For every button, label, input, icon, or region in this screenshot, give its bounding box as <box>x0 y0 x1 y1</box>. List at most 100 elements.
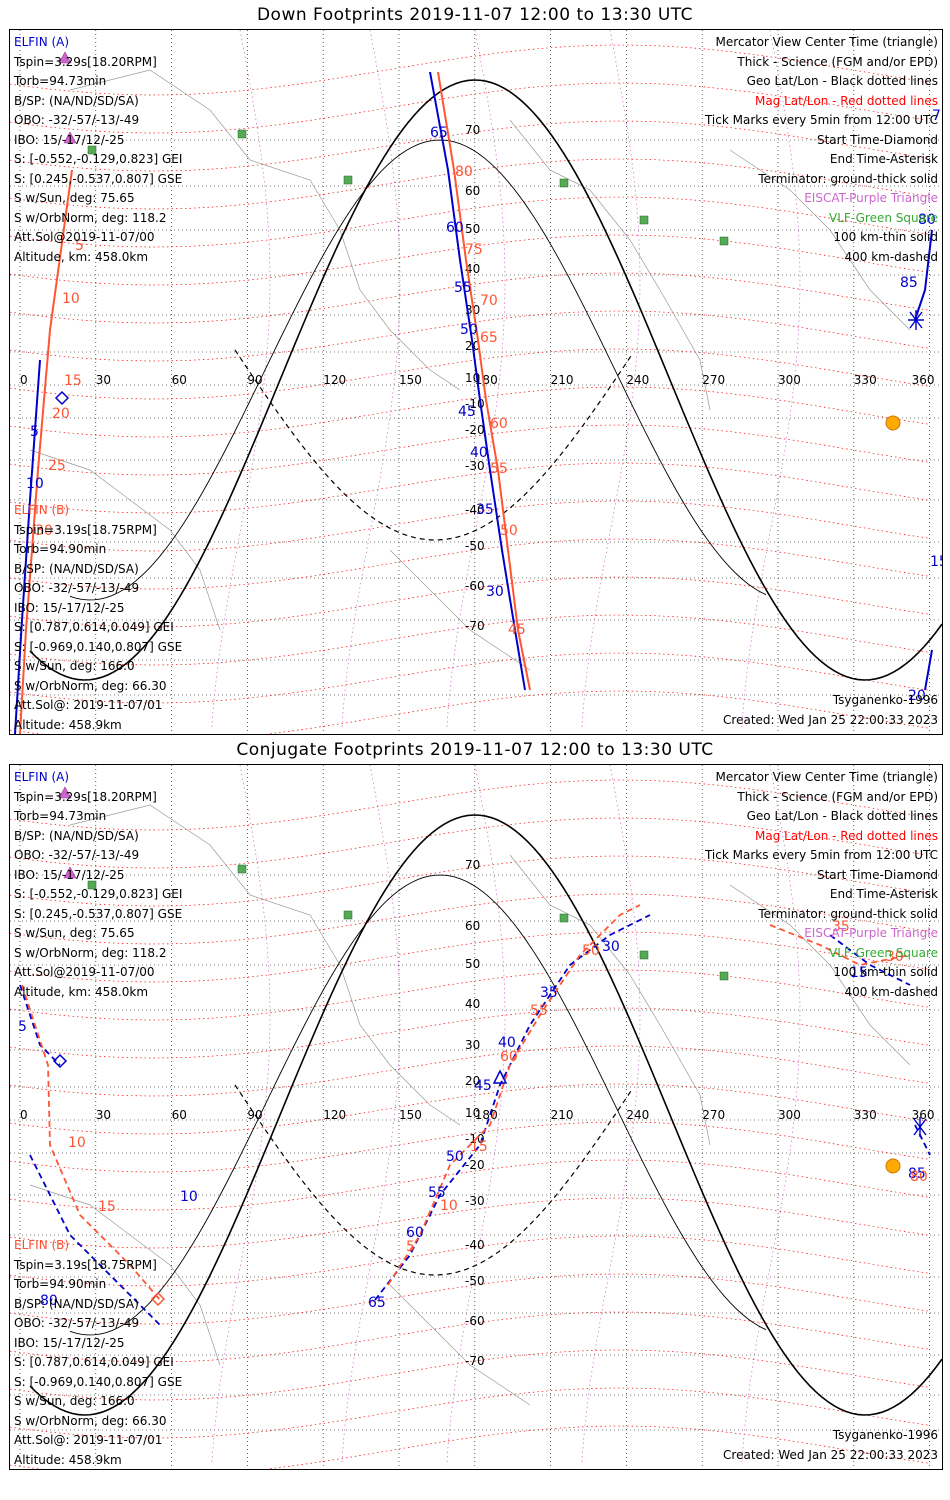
footer-right: Tsyganenko-1996 Created: Wed Jan 25 22:0… <box>723 691 938 730</box>
elfin-a-time-label: 55 <box>454 280 472 296</box>
elfin-a-track <box>19 984 61 1066</box>
lat-tick-label: 70 <box>465 123 480 137</box>
mag-parallel <box>10 1197 931 1249</box>
elfin-b-line: IBO: 15/-17/12/-25 <box>14 600 125 615</box>
lat-tick-label: -40 <box>465 1238 485 1252</box>
legend-item: 400 km-dashed <box>844 984 938 999</box>
legend-item: End Time-Asterisk <box>829 152 938 166</box>
start-diamond <box>150 1291 166 1307</box>
elfin-a-info: ELFIN (A) Tspin=3.29s[18.20RPM] Torb=94.… <box>14 768 182 1002</box>
elfin-a-line: Att.Sol@2019-11-07/00 <box>14 230 155 244</box>
mag-parallel <box>10 1349 931 1401</box>
legend-item: VLF-Green Square <box>829 210 938 225</box>
elfin-a-time-label: 50 <box>446 1149 464 1165</box>
elfin-b-line: Altitude: 458.9km <box>14 1452 122 1467</box>
start-diamond <box>54 390 70 406</box>
elfin-b-time-label: 5 <box>75 238 84 254</box>
legend-item: End Time-Asterisk <box>829 887 938 901</box>
lon-tick-label: 240 <box>626 373 649 387</box>
elfin-b-time-label: 10 <box>440 1198 458 1214</box>
elfin-b-line: S: [-0.969,0.140,0.807] GSE <box>14 639 183 654</box>
legend: Mercator View Center Time (triangle) Thi… <box>705 33 938 267</box>
mag-parallel <box>10 1007 931 1059</box>
elfin-a-info: ELFIN (A) Tspin=3.29s[18.20RPM] Torb=94.… <box>14 33 182 267</box>
lat-tick-label: -20 <box>465 423 485 437</box>
elfin-a-time-label: 45 <box>458 404 476 420</box>
elfin-b-time-label: 35 <box>832 919 850 935</box>
elfin-b-line: S: [0.787,0.614,0.049] GEI <box>14 1355 174 1369</box>
elfin-a-track <box>914 229 933 321</box>
elfin-b-line: Tspin=3.19s[18.75RPM] <box>14 1257 157 1272</box>
legend-item: Start Time-Diamond <box>816 132 938 147</box>
legend-item: Tick Marks every 5min from 12:00 UTC <box>704 848 938 862</box>
vlf-station-square <box>719 971 729 981</box>
mag-meridian <box>741 30 801 731</box>
lat-tick-label: -60 <box>465 1314 485 1328</box>
lon-tick-label: 0 <box>20 1108 28 1122</box>
elfin-a-time-label: 40 <box>470 445 488 461</box>
elfin-b-time-label: 80 <box>455 164 473 180</box>
model-name: Tsyganenko-1996 <box>832 1428 938 1442</box>
elfin-b-line: Tspin=3.19s[18.75RPM] <box>14 522 157 537</box>
elfin-a-time-label: 55 <box>428 1185 446 1201</box>
elfin-a-time-label: 50 <box>460 322 478 338</box>
legend-item: Tick Marks every 5min from 12:00 UTC <box>704 113 938 127</box>
lon-tick-label: 240 <box>626 1108 649 1122</box>
vlf-station-square <box>639 215 649 225</box>
lat-tick-label: 50 <box>465 222 480 236</box>
elfin-a-title: ELFIN (A) <box>14 770 70 784</box>
elfin-b-line: Torb=94.90min <box>14 542 107 556</box>
lat-tick-label: 30 <box>465 1038 480 1052</box>
lon-tick-label: 330 <box>854 373 877 387</box>
mag-parallel <box>10 1121 931 1173</box>
elfin-a-time-label: 40 <box>498 1035 516 1051</box>
mag-parallel <box>10 855 931 907</box>
elfin-a-line: Tspin=3.29s[18.20RPM] <box>14 789 157 804</box>
elfin-b-time-label: 70 <box>480 293 498 309</box>
lat-tick-label: 10 <box>465 1106 480 1120</box>
elfin-a-line: B/SP: (NA/ND/SD/SA) <box>14 93 139 108</box>
start-diamond <box>52 1053 68 1069</box>
mag-parallel <box>10 576 931 628</box>
elfin-a-time-label: 30 <box>486 584 504 600</box>
elfin-a-line: S w/Sun, deg: 75.65 <box>14 191 135 205</box>
lon-tick-label: 300 <box>778 373 801 387</box>
mag-parallel <box>10 931 931 983</box>
created-timestamp: Created: Wed Jan 25 22:00:33 2023 <box>723 712 938 727</box>
lat-tick-label: -30 <box>465 1194 485 1208</box>
elfin-b-track <box>21 984 161 1301</box>
mag-parallel <box>10 500 931 552</box>
lon-tick-label: 60 <box>172 373 187 387</box>
terminator-ground <box>29 79 942 681</box>
legend-item: EISCAT-Purple Triangle <box>804 926 938 940</box>
lat-tick-label: -50 <box>465 539 485 553</box>
elfin-b-time-label: 60 <box>500 1049 518 1065</box>
elfin-a-line: S: [0.245,-0.537,0.807] GSE <box>14 171 183 186</box>
elfin-b-time-label: 75 <box>465 242 483 258</box>
elfin-b-time-label: 45 <box>508 622 526 638</box>
elfin-a-time-label: 15 <box>850 965 868 981</box>
elfin-a-time-label: 60 <box>406 1225 424 1241</box>
eiscat-triangle <box>58 51 72 64</box>
map-canvas: 0 30 60 90 120 150 180 210 240 270 300 330 360706050… <box>10 30 942 734</box>
elfin-b-title: ELFIN (B) <box>14 1238 70 1252</box>
elfin-b-time-label: 10 <box>68 1135 86 1151</box>
coastline <box>29 1184 221 1366</box>
mag-parallel <box>10 614 931 666</box>
elfin-b-track <box>769 924 911 966</box>
elfin-b-time-label: 30 <box>35 523 53 539</box>
elfin-a-time-label: 75 <box>932 108 942 124</box>
eiscat-triangle <box>63 866 77 879</box>
elfin-b-time-label: 25 <box>48 458 66 474</box>
elfin-b-line: S w/Sun, deg: 166.0 <box>14 659 135 673</box>
vlf-station-square <box>87 145 97 155</box>
lon-tick-label: 330 <box>854 1108 877 1122</box>
created-timestamp: Created: Wed Jan 25 22:00:33 2023 <box>723 1447 938 1462</box>
elfin-a-line: S w/Sun, deg: 75.65 <box>14 926 135 940</box>
vlf-station-square <box>87 880 97 890</box>
elfin-a-time-label: 10 <box>180 1189 198 1205</box>
elfin-a-time-label: 65 <box>430 125 448 141</box>
elfin-b-time-label: 15 <box>64 373 82 389</box>
terminator-400km <box>234 1084 632 1276</box>
model-name: Tsyganenko-1996 <box>832 693 938 707</box>
